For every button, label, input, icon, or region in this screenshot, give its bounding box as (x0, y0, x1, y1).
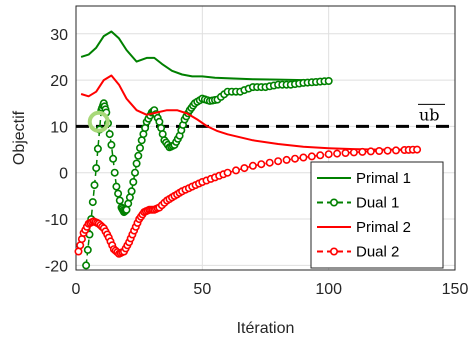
series-point-2 (88, 198, 97, 207)
series-point-2 (90, 181, 99, 190)
x-tick-label: 50 (193, 281, 211, 298)
series-point-2 (112, 182, 121, 191)
series-point-2 (110, 168, 119, 177)
series-point-2 (83, 245, 92, 254)
y-tick-label: -20 (45, 258, 68, 275)
series-line-1 (80, 30, 329, 82)
reference-line-label: ub (419, 105, 440, 124)
highlight-marker (87, 110, 110, 133)
reference-line-group: ub (76, 103, 455, 128)
y-tick-label: 20 (50, 73, 68, 90)
series-point-4 (366, 147, 375, 156)
y-tick-label: 0 (59, 166, 68, 183)
series-point-4 (324, 150, 333, 159)
series-point-2 (324, 77, 333, 86)
series-point-4 (383, 146, 392, 155)
legend-label-2: Dual 1 (356, 195, 399, 212)
legend-label-1: Primal 1 (356, 170, 411, 187)
series-point-4 (391, 146, 400, 155)
series-point-4 (333, 149, 342, 158)
series-point-4 (257, 160, 266, 169)
series-point-2 (109, 154, 118, 163)
x-tick-label: 0 (72, 281, 81, 298)
series-point-4 (341, 149, 350, 158)
series-point-2 (92, 164, 101, 173)
series-point-2 (93, 144, 102, 153)
legend-marker-4 (329, 247, 338, 256)
legend-label-4: Dual 2 (356, 244, 399, 261)
series-point-2 (127, 187, 136, 196)
y-tick-label: 10 (50, 119, 68, 136)
series-point-4 (265, 158, 274, 167)
series-point-2 (114, 189, 123, 198)
legend-marker-2 (329, 198, 338, 207)
series-point-4 (307, 152, 316, 161)
series-point-4 (223, 168, 232, 177)
y-tick-label: 30 (50, 27, 68, 44)
plot-frame (75, 5, 456, 271)
series-group (74, 30, 422, 270)
series-point-2 (132, 159, 141, 168)
series-point-4 (358, 147, 367, 156)
y-axis-label: Objectif (11, 110, 28, 165)
series-point-4 (274, 157, 283, 166)
series-point-2 (105, 130, 114, 139)
legend-label-3: Primal 2 (356, 219, 411, 236)
series-point-4 (282, 155, 291, 164)
series-point-4 (290, 154, 299, 163)
legend: Primal 1 Dual 1 Primal 2 Dual 2 (310, 161, 444, 269)
x-axis-label: Itération (237, 320, 295, 337)
series-point-4 (349, 148, 358, 157)
series-point-2 (107, 140, 116, 149)
series-point-2 (115, 196, 124, 205)
x-tick-label: 150 (442, 281, 469, 298)
series-line-3 (80, 74, 418, 151)
series-point-2 (141, 124, 150, 133)
series-point-2 (129, 178, 138, 187)
series-point-2 (82, 261, 91, 270)
series-point-4 (375, 147, 384, 156)
series-point-4 (232, 166, 241, 175)
x-tick-label: 100 (315, 281, 342, 298)
y-tick-label: -10 (45, 212, 68, 229)
series-point-2 (134, 151, 143, 160)
series-point-2 (131, 168, 140, 177)
series-point-4 (248, 161, 257, 170)
tick-labels: 0 50 100 150 -20 -10 0 10 20 30 (45, 27, 469, 298)
series-point-4 (413, 145, 422, 154)
series-point-4 (240, 164, 249, 173)
series-point-4 (299, 153, 308, 162)
series-point-4 (316, 151, 325, 160)
series-point-2 (136, 144, 145, 153)
